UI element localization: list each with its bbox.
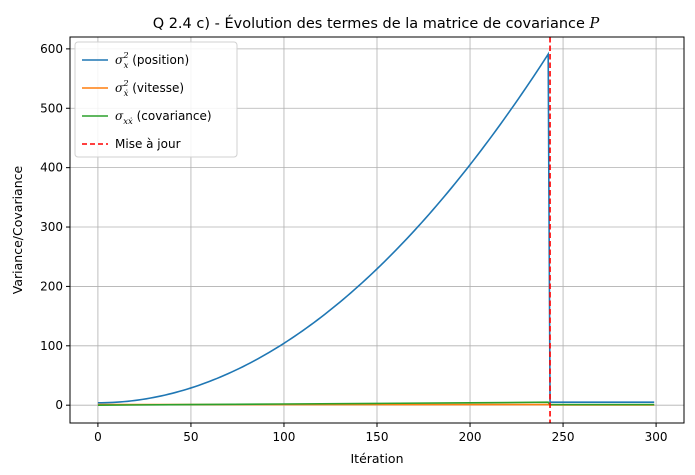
- y-ticks: 0 100 200 300 400 500 600: [40, 42, 70, 412]
- y-tick-label: 600: [40, 42, 63, 56]
- legend: σ2 x (position)σ2 ẋ (vitesse)σxẋ (covarian…: [75, 42, 237, 157]
- y-tick-label: 200: [40, 279, 63, 293]
- y-axis-label: Variance/Covariance: [10, 165, 25, 294]
- x-tick-label: 150: [366, 430, 389, 444]
- x-tick-label: 300: [645, 430, 668, 444]
- y-tick-label: 100: [40, 339, 63, 353]
- chart-title: Q 2.4 c) - Évolution des termes de la ma…: [153, 15, 600, 32]
- y-tick-label: 400: [40, 161, 63, 175]
- x-axis-label: Itération: [350, 451, 403, 466]
- legend-label: Mise à jour: [115, 137, 181, 151]
- x-tick-label: 50: [183, 430, 198, 444]
- x-tick-label: 250: [552, 430, 575, 444]
- x-ticks: 0 50 100 150 200 250 300: [94, 423, 667, 444]
- x-tick-label: 0: [94, 430, 102, 444]
- y-tick-label: 500: [40, 101, 63, 115]
- y-tick-label: 0: [55, 398, 63, 412]
- x-tick-label: 100: [273, 430, 296, 444]
- x-tick-label: 200: [459, 430, 482, 444]
- y-tick-label: 300: [40, 220, 63, 234]
